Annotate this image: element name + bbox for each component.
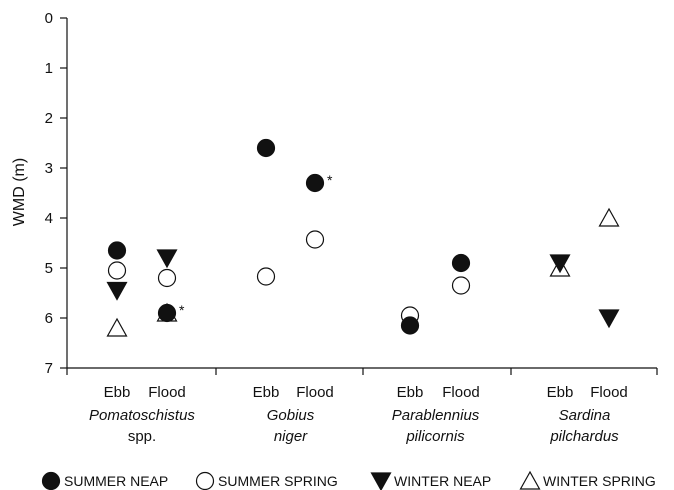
tide-label: Ebb [104,384,131,401]
summer-neap-point [453,255,470,272]
y-tick-label: 5 [45,260,53,277]
species-label: pilchardus [549,428,619,445]
summer-neap-point [159,305,176,322]
summer-neap-point [109,242,126,259]
y-tick-label: 1 [45,60,53,77]
winter-neap-point [108,283,127,300]
winter-spring-point [108,319,127,336]
significance-asterisk: * [179,302,185,318]
legend-marker-winter-neap [372,473,391,490]
tide-label: Flood [590,384,628,401]
y-tick-label: 2 [45,110,53,127]
y-tick-label: 3 [45,160,53,177]
tide-label: Ebb [397,384,424,401]
summer-spring-point [453,277,470,294]
winter-neap-point [551,255,570,272]
legend-label-winter-neap: WINTER NEAP [394,473,491,489]
y-tick-label: 4 [45,210,53,227]
species-label: Gobius [267,407,315,424]
y-tick-label: 6 [45,310,53,327]
summer-neap-point [258,140,275,157]
summer-spring-point [159,270,176,287]
data-points: ** [108,140,619,337]
legend-marker-summer-spring [197,473,214,490]
tide-label: Flood [148,384,186,401]
tide-label: Flood [442,384,480,401]
tide-label: Ebb [253,384,280,401]
species-label: Parablennius [392,407,480,424]
significance-asterisk: * [327,172,333,188]
species-label: Pomatoschistus [89,407,195,424]
winter-neap-point [600,310,619,327]
plot-axes [67,18,657,368]
species-label: Sardina [559,407,611,424]
winter-spring-point [600,209,619,226]
summer-spring-point [258,268,275,285]
summer-spring-point [109,262,126,279]
winter-neap-point [158,250,177,267]
summer-neap-point [307,175,324,192]
species-label: pilicornis [405,428,465,445]
legend-marker-summer-neap [43,473,60,490]
x-axis-labels: Ebb Flood Ebb Flood Ebb Flood Ebb Flood Pomatosc… [67,368,657,445]
legend-label-summer-neap: SUMMER NEAP [64,473,168,489]
species-label: spp. [128,428,156,445]
tide-label: Flood [296,384,334,401]
species-label: niger [274,428,308,445]
y-axis-ticks: 0 1 2 3 4 5 6 7 [45,10,67,377]
y-axis-title: WMD (m) [11,158,28,226]
tide-label: Ebb [547,384,574,401]
summer-spring-point [307,231,324,248]
y-tick-label: 7 [45,360,53,377]
legend-label-summer-spring: SUMMER SPRING [218,473,338,489]
y-tick-label: 0 [45,10,53,27]
legend-marker-winter-spring [521,472,540,489]
legend-label-winter-spring: WINTER SPRING [543,473,656,489]
summer-neap-point [402,317,419,334]
legend: SUMMER NEAP SUMMER SPRING WINTER NEAP WINTE… [43,472,656,490]
